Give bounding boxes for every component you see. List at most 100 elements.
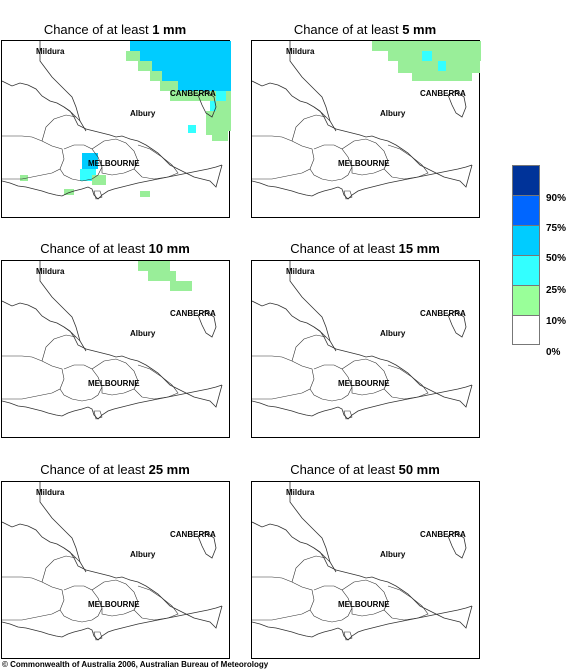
district-border <box>41 114 77 142</box>
probability-cell <box>170 281 192 291</box>
state-border <box>289 261 337 352</box>
island-outline <box>93 410 103 420</box>
map-svg: Mildura CANBERRA Albury MELBOURNE <box>252 261 473 420</box>
title-threshold: 15 mm <box>398 241 440 256</box>
coastline <box>2 384 223 420</box>
act-border <box>197 310 217 338</box>
legend-label-10: 10% <box>546 316 567 327</box>
place-label-mildura: Mildura <box>36 488 65 497</box>
probability-cell <box>64 189 74 195</box>
panel-title-50mm: Chance of at least 50 mm <box>250 462 480 477</box>
district-border <box>383 144 429 180</box>
probability-cell <box>206 111 216 135</box>
district-border <box>2 355 65 400</box>
probability-cell <box>160 81 178 91</box>
legend-label-90: 90% <box>546 193 567 204</box>
panel-title-25mm: Chance of at least 25 mm <box>0 462 230 477</box>
district-border <box>291 555 327 583</box>
coastline <box>2 605 223 641</box>
probability-legend <box>512 165 540 345</box>
district-border <box>252 355 315 400</box>
title-prefix: Chance of at least <box>293 22 403 37</box>
title-prefix: Chance of at least <box>40 241 149 256</box>
place-label-melbourne: MELBOURNE <box>88 379 140 388</box>
place-label-albury: Albury <box>380 109 406 118</box>
map-panel-10mm: Mildura CANBERRA Albury MELBOURNE <box>1 260 230 438</box>
district-border <box>313 326 331 342</box>
probability-cell <box>92 175 106 185</box>
probability-cell <box>162 71 231 81</box>
map-svg: Mildura CANBERRA Albury MELBOURNE <box>252 41 481 200</box>
place-label-canberra: CANBERRA <box>420 89 466 98</box>
act-border <box>447 310 467 338</box>
panel-title-10mm: Chance of at least 10 mm <box>0 241 230 256</box>
district-border <box>383 364 429 400</box>
probability-cell <box>216 91 226 101</box>
title-prefix: Chance of at least <box>290 241 399 256</box>
district-border <box>133 585 179 621</box>
title-threshold: 10 mm <box>148 241 190 256</box>
act-border <box>197 90 217 118</box>
coastline <box>252 164 473 200</box>
place-label-mildura: Mildura <box>36 47 65 56</box>
probability-cell <box>140 191 150 197</box>
district-border <box>252 135 315 180</box>
panel-title-5mm: Chance of at least 5 mm <box>250 22 480 37</box>
island-outline <box>343 410 353 420</box>
probability-cell <box>20 175 28 181</box>
state-border <box>39 482 87 573</box>
place-label-canberra: CANBERRA <box>420 309 466 318</box>
title-threshold: 1 mm <box>152 22 187 37</box>
place-label-albury: Albury <box>130 550 156 559</box>
place-label-canberra: CANBERRA <box>420 530 466 539</box>
district-border <box>309 144 353 182</box>
place-label-melbourne: MELBOURNE <box>88 600 140 609</box>
district-border <box>91 138 139 176</box>
legend-swatch <box>512 225 540 255</box>
place-label-albury: Albury <box>380 550 406 559</box>
legend-swatch <box>512 315 540 345</box>
state-border <box>289 41 337 132</box>
map-svg: Mildura CANBERRA Albury MELBOURNE <box>252 482 473 641</box>
state-border <box>252 300 473 408</box>
district-border <box>63 547 81 563</box>
district-border <box>59 364 103 402</box>
district-border <box>91 358 139 396</box>
island-outline <box>343 631 353 641</box>
place-label-mildura: Mildura <box>286 47 315 56</box>
probability-cell <box>130 41 231 51</box>
district-border <box>133 364 179 400</box>
probability-cell <box>388 51 481 61</box>
map-svg: Mildura CANBERRA Albury MELBOURNE <box>2 261 223 420</box>
district-border <box>291 334 327 362</box>
map-svg: Mildura CANBERRA Albury MELBOURNE <box>2 482 223 641</box>
map-panel-15mm: Mildura CANBERRA Albury MELBOURNE <box>251 260 480 438</box>
map-panel-50mm: Mildura CANBERRA Albury MELBOURNE <box>251 481 480 659</box>
probability-cell <box>372 41 481 51</box>
title-prefix: Chance of at least <box>43 22 153 37</box>
probability-cell <box>188 125 196 133</box>
district-border <box>313 106 331 122</box>
title-threshold: 50 mm <box>398 462 440 477</box>
title-prefix: Chance of at least <box>290 462 399 477</box>
map-panel-25mm: Mildura CANBERRA Albury MELBOURNE <box>1 481 230 659</box>
district-border <box>41 334 77 362</box>
legend-swatch <box>512 195 540 225</box>
panel-title-1mm: Chance of at least 1 mm <box>0 22 230 37</box>
probability-cell <box>170 91 231 101</box>
coastline <box>252 384 473 420</box>
district-border <box>341 358 389 396</box>
district-border <box>91 579 139 617</box>
map-svg: Mildura CANBERRA Albury MELBOURNE <box>2 41 231 200</box>
probability-cell <box>126 51 140 61</box>
district-border <box>341 138 389 176</box>
place-label-canberra: CANBERRA <box>170 530 216 539</box>
place-label-mildura: Mildura <box>36 267 65 276</box>
district-border <box>2 576 65 621</box>
act-border <box>447 90 467 118</box>
district-border <box>2 135 65 180</box>
place-label-albury: Albury <box>130 109 156 118</box>
legend-label-75: 75% <box>546 223 567 234</box>
island-outline <box>93 190 103 200</box>
act-border <box>197 531 217 559</box>
